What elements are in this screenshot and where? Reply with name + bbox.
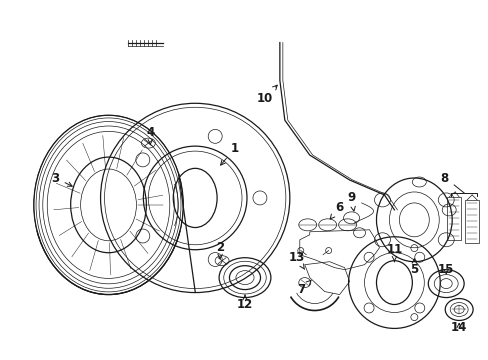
Text: 11: 11	[386, 243, 402, 262]
Text: 12: 12	[236, 295, 253, 311]
Text: 2: 2	[216, 241, 224, 258]
Text: 6: 6	[329, 201, 343, 219]
Text: 9: 9	[347, 192, 355, 211]
Text: 1: 1	[220, 141, 239, 165]
Text: 14: 14	[450, 321, 467, 334]
Text: 7: 7	[297, 280, 310, 296]
Text: 10: 10	[256, 85, 277, 105]
Text: 4: 4	[146, 126, 154, 144]
Text: 3: 3	[52, 171, 72, 186]
Text: 13: 13	[288, 251, 305, 269]
Text: 15: 15	[437, 263, 453, 276]
Text: 8: 8	[439, 171, 447, 185]
Text: 5: 5	[409, 259, 418, 276]
